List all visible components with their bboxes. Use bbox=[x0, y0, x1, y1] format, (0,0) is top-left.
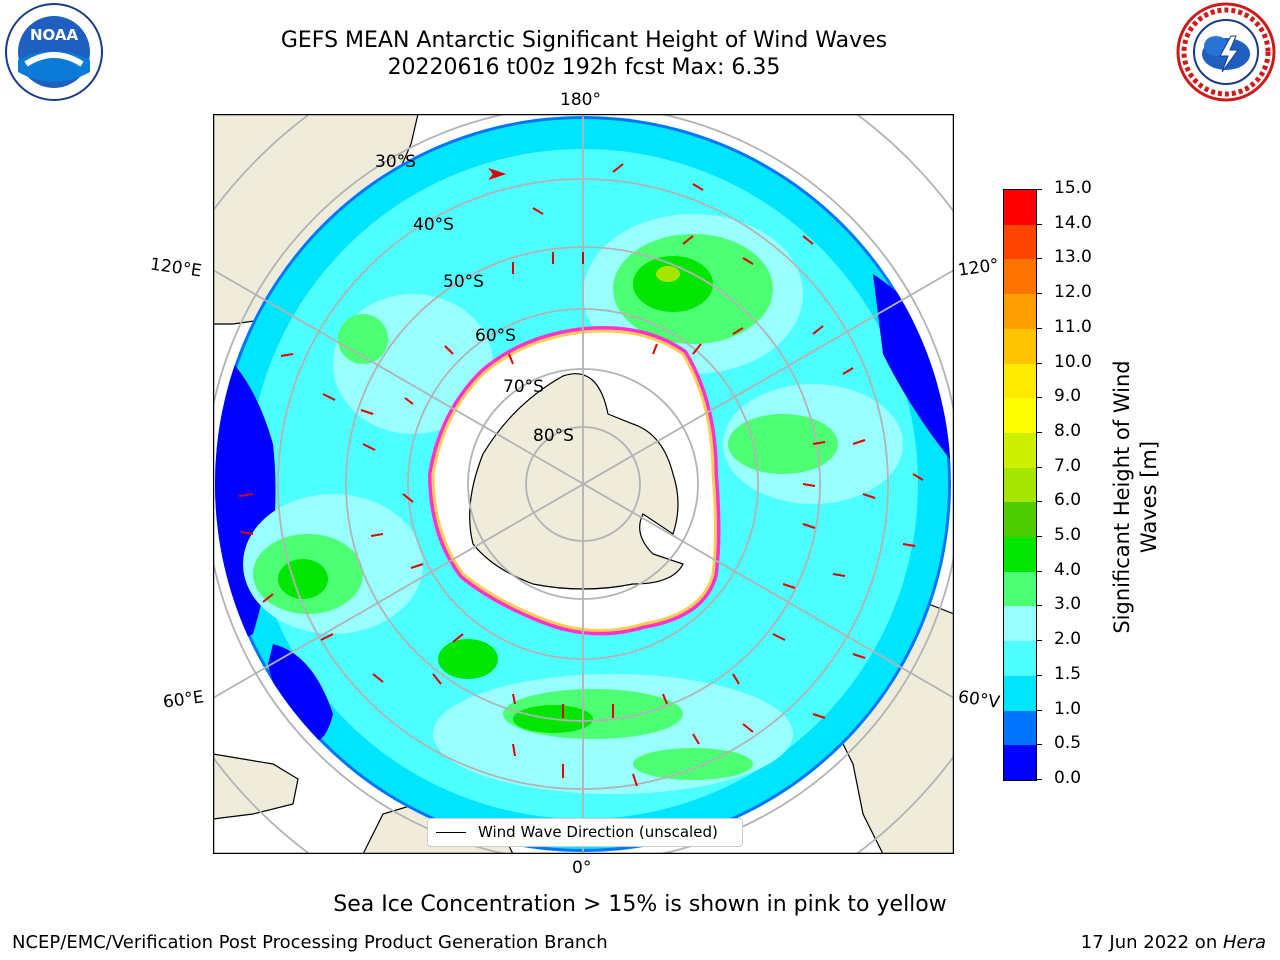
footer-date: 17 Jun 2022 on bbox=[1080, 932, 1223, 953]
colorbar-tick-label: 12.0 bbox=[1054, 282, 1092, 303]
lon-label-60w: 60°V bbox=[956, 687, 1001, 713]
lon-label-120e: 120°E bbox=[148, 254, 203, 282]
colorbar-tick-mark bbox=[1036, 605, 1042, 607]
colorbar-tick-mark bbox=[1036, 397, 1042, 399]
colorbar-tick-label: 7.0 bbox=[1054, 455, 1082, 476]
colorbar-segment bbox=[1004, 537, 1036, 572]
colorbar-tick-label: 1.0 bbox=[1054, 698, 1082, 719]
colorbar-segment bbox=[1004, 675, 1036, 711]
legend-label: Wind Wave Direction (unscaled) bbox=[478, 823, 718, 841]
colorbar-tick-mark bbox=[1036, 640, 1042, 642]
colorbar-tick-mark bbox=[1036, 258, 1042, 260]
lon-label-0: 0° bbox=[572, 858, 592, 878]
lon-label-180: 180° bbox=[560, 90, 601, 110]
colorbar-tick-label: 8.0 bbox=[1054, 420, 1082, 441]
colorbar-segment bbox=[1004, 641, 1036, 676]
noaa-logo-text: NOAA bbox=[30, 26, 79, 44]
colorbar-segment bbox=[1004, 502, 1036, 538]
colorbar-tick-label: 5.0 bbox=[1054, 525, 1082, 546]
colorbar-tick-label: 15.0 bbox=[1054, 178, 1092, 198]
colorbar-tick-label: 11.0 bbox=[1054, 316, 1092, 337]
footer-right: 17 Jun 2022 on Hera bbox=[1081, 932, 1266, 953]
south-polar-map: 30°S 40°S 50°S 60°S 70°S 80°S bbox=[212, 113, 955, 855]
colorbar-tick-label: 0.5 bbox=[1054, 733, 1082, 754]
colorbar-title-line1: Significant Height of Wind bbox=[1110, 360, 1134, 634]
colorbar-segment bbox=[1004, 224, 1036, 260]
colorbar-segment bbox=[1004, 363, 1036, 399]
footer-left: NCEP/EMC/Verification Post Processing Pr… bbox=[12, 932, 608, 953]
footer-host: Hera bbox=[1222, 932, 1266, 953]
colorbar-tick-mark bbox=[1036, 431, 1042, 433]
colorbar-segment bbox=[1004, 571, 1036, 607]
colorbar-segment bbox=[1004, 259, 1036, 295]
colorbar-tick-mark bbox=[1036, 779, 1042, 780]
colorbar-tick-mark bbox=[1036, 744, 1042, 746]
colorbar-segment bbox=[1004, 745, 1036, 780]
colorbar-tick-label: 4.0 bbox=[1054, 559, 1082, 580]
national-weather-service-logo-icon bbox=[1176, 2, 1276, 102]
colorbar-tick-mark bbox=[1036, 189, 1042, 190]
colorbar-tick-label: 3.0 bbox=[1054, 594, 1082, 615]
colorbar-segment bbox=[1004, 606, 1036, 642]
colorbar-segment bbox=[1004, 710, 1036, 746]
colorbar-tick-mark bbox=[1036, 674, 1042, 676]
colorbar-tick-mark bbox=[1036, 466, 1042, 468]
lat-label-30s: 30°S bbox=[375, 152, 416, 172]
colorbar-tick-mark bbox=[1036, 362, 1042, 364]
noaa-logo-icon: NOAA bbox=[4, 2, 104, 102]
colorbar-tick-label: 14.0 bbox=[1054, 212, 1092, 233]
map-legend: Wind Wave Direction (unscaled) bbox=[427, 818, 743, 847]
colorbar-tick-mark bbox=[1036, 223, 1042, 225]
colorbar-tick-label: 13.0 bbox=[1054, 247, 1092, 268]
lat-label-40s: 40°S bbox=[413, 215, 454, 235]
lat-label-50s: 50°S bbox=[443, 272, 484, 292]
map-subtitle: 20220616 t00z 192h fcst Max: 6.35 bbox=[387, 55, 781, 80]
colorbar-tick-mark bbox=[1036, 293, 1042, 295]
colorbar-segment bbox=[1004, 294, 1036, 329]
legend-line-icon bbox=[436, 832, 466, 833]
colorbar-segment bbox=[1004, 328, 1036, 364]
lat-label-60s: 60°S bbox=[475, 326, 516, 346]
colorbar-tick-mark bbox=[1036, 536, 1042, 538]
colorbar-tick-label: 0.0 bbox=[1054, 768, 1082, 788]
colorbar-tick-label: 1.5 bbox=[1054, 663, 1082, 684]
colorbar-tick-mark bbox=[1036, 501, 1042, 503]
lon-label-120w: 120° bbox=[956, 255, 1001, 281]
map-title: GEFS MEAN Antarctic Significant Height o… bbox=[280, 28, 888, 53]
lat-label-80s: 80°S bbox=[533, 426, 574, 446]
colorbar-title: Significant Height of Wind Waves [m] bbox=[1109, 297, 1163, 697]
colorbar-segment bbox=[1004, 190, 1036, 225]
colorbar bbox=[1003, 189, 1037, 781]
colorbar-tick-label: 6.0 bbox=[1054, 490, 1082, 511]
colorbar-segment bbox=[1004, 398, 1036, 433]
graticule bbox=[213, 114, 954, 854]
colorbar-tick-mark bbox=[1036, 709, 1042, 711]
colorbar-tick-label: 10.0 bbox=[1054, 351, 1092, 372]
colorbar-tick-mark bbox=[1036, 327, 1042, 329]
colorbar-segment bbox=[1004, 432, 1036, 468]
colorbar-tick-label: 2.0 bbox=[1054, 629, 1082, 650]
wind-wave-direction-arrows bbox=[238, 163, 924, 787]
lon-label-60e: 60°E bbox=[161, 687, 206, 713]
lat-label-70s: 70°S bbox=[503, 377, 544, 397]
colorbar-tick-label: 9.0 bbox=[1054, 386, 1082, 407]
colorbar-tick-mark bbox=[1036, 570, 1042, 572]
colorbar-title-line2: Waves [m] bbox=[1137, 440, 1161, 554]
colorbar-segment bbox=[1004, 467, 1036, 503]
sea-ice-note: Sea Ice Concentration > 15% is shown in … bbox=[333, 892, 947, 917]
antarctica bbox=[427, 325, 721, 636]
